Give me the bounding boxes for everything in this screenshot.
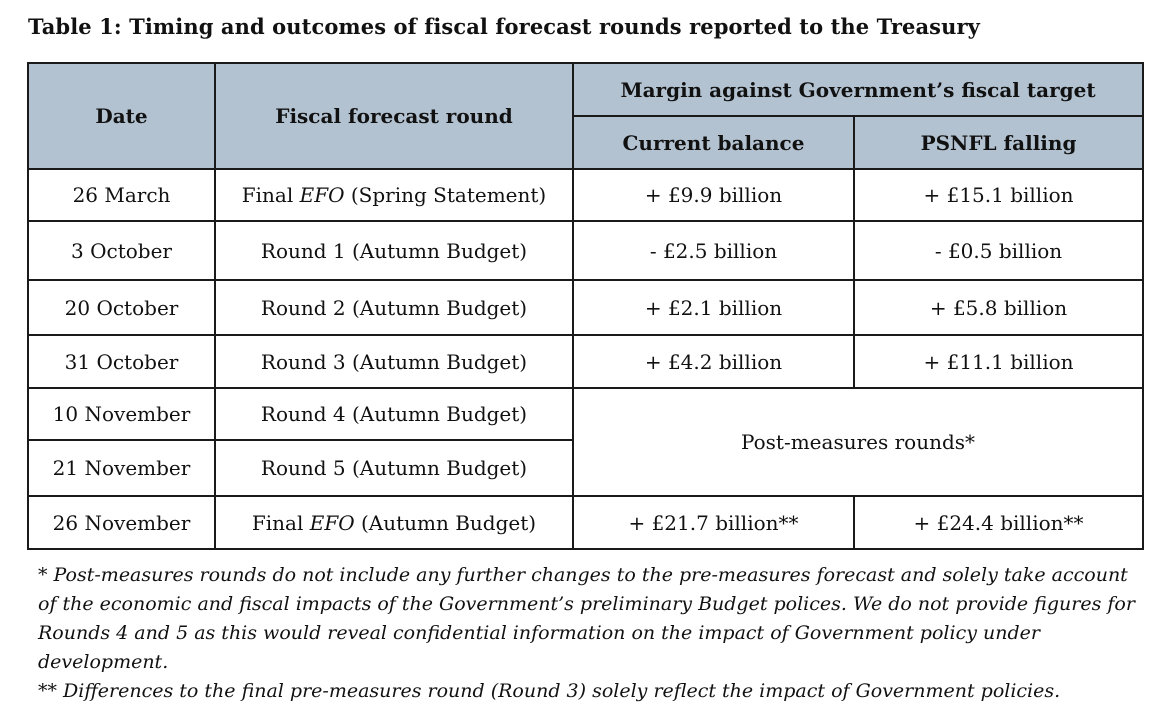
row-date: 26 November: [27, 495, 216, 550]
row-round: Round 3 (Autumn Budget): [214, 334, 574, 389]
row-date: 10 November: [27, 387, 216, 441]
table-footnotes: * Post-measures rounds do not include an…: [38, 561, 1148, 706]
table-row: 3 October Round 1 (Autumn Budget) - £2.5…: [27, 220, 1145, 281]
row-psnfl: + £24.4 billion**: [852, 495, 1145, 550]
row-current-balance: + £21.7 billion**: [572, 495, 855, 550]
row-current-balance: + £9.9 billion: [572, 168, 855, 222]
row-date: 26 March: [27, 168, 216, 222]
row-round: Round 5 (Autumn Budget): [214, 439, 574, 497]
table-row: 26 March Final EFO (Spring Statement) + …: [27, 168, 1145, 222]
row-psnfl: + £5.8 billion: [852, 279, 1145, 336]
row-date: 20 October: [27, 279, 216, 336]
row-psnfl: - £0.5 billion: [852, 220, 1145, 281]
row-round: Round 1 (Autumn Budget): [214, 220, 574, 281]
table-row: 10 November Round 4 (Autumn Budget) Post…: [27, 387, 1145, 497]
row-date: 31 October: [27, 334, 216, 389]
row-current-balance: + £4.2 billion: [572, 334, 855, 389]
table-row: 21 November Round 5 (Autumn Budget): [27, 439, 1143, 497]
header-margin: Margin against Government’s fiscal targe…: [571, 62, 1145, 117]
row-round: Round 2 (Autumn Budget): [214, 279, 574, 336]
header-current-balance: Current balance: [572, 115, 855, 170]
table-row: 20 October Round 2 (Autumn Budget) + £2.…: [27, 279, 1145, 336]
header-psnfl-falling: PSNFL falling: [852, 115, 1145, 170]
row-current-balance: - £2.5 billion: [572, 220, 855, 281]
footnote-differences: ** Differences to the final pre-measures…: [38, 680, 1061, 702]
table-title: Table 1: Timing and outcomes of fiscal f…: [28, 14, 980, 39]
header-date: Date: [27, 62, 216, 170]
row-round: Final EFO (Spring Statement): [214, 168, 574, 222]
header-fiscal-forecast-round: Fiscal forecast round: [214, 62, 574, 170]
row-psnfl: + £15.1 billion: [852, 168, 1145, 222]
post-measures-rounds-cell: Post-measures rounds*: [571, 387, 1145, 497]
row-current-balance: + £2.1 billion: [572, 279, 855, 336]
row-date: 21 November: [27, 439, 216, 497]
fiscal-forecast-table: Date Fiscal forecast round Margin agains…: [27, 62, 1145, 550]
row-round: Final EFO (Autumn Budget): [214, 495, 574, 550]
row-date: 3 October: [27, 220, 216, 281]
footnote-post-measures: * Post-measures rounds do not include an…: [38, 564, 1135, 673]
table-row: 31 October Round 3 (Autumn Budget) + £4.…: [27, 334, 1145, 389]
row-psnfl: + £11.1 billion: [852, 334, 1145, 389]
row-round: Round 4 (Autumn Budget): [214, 387, 574, 441]
table-row: 26 November Final EFO (Autumn Budget) + …: [27, 495, 1145, 550]
